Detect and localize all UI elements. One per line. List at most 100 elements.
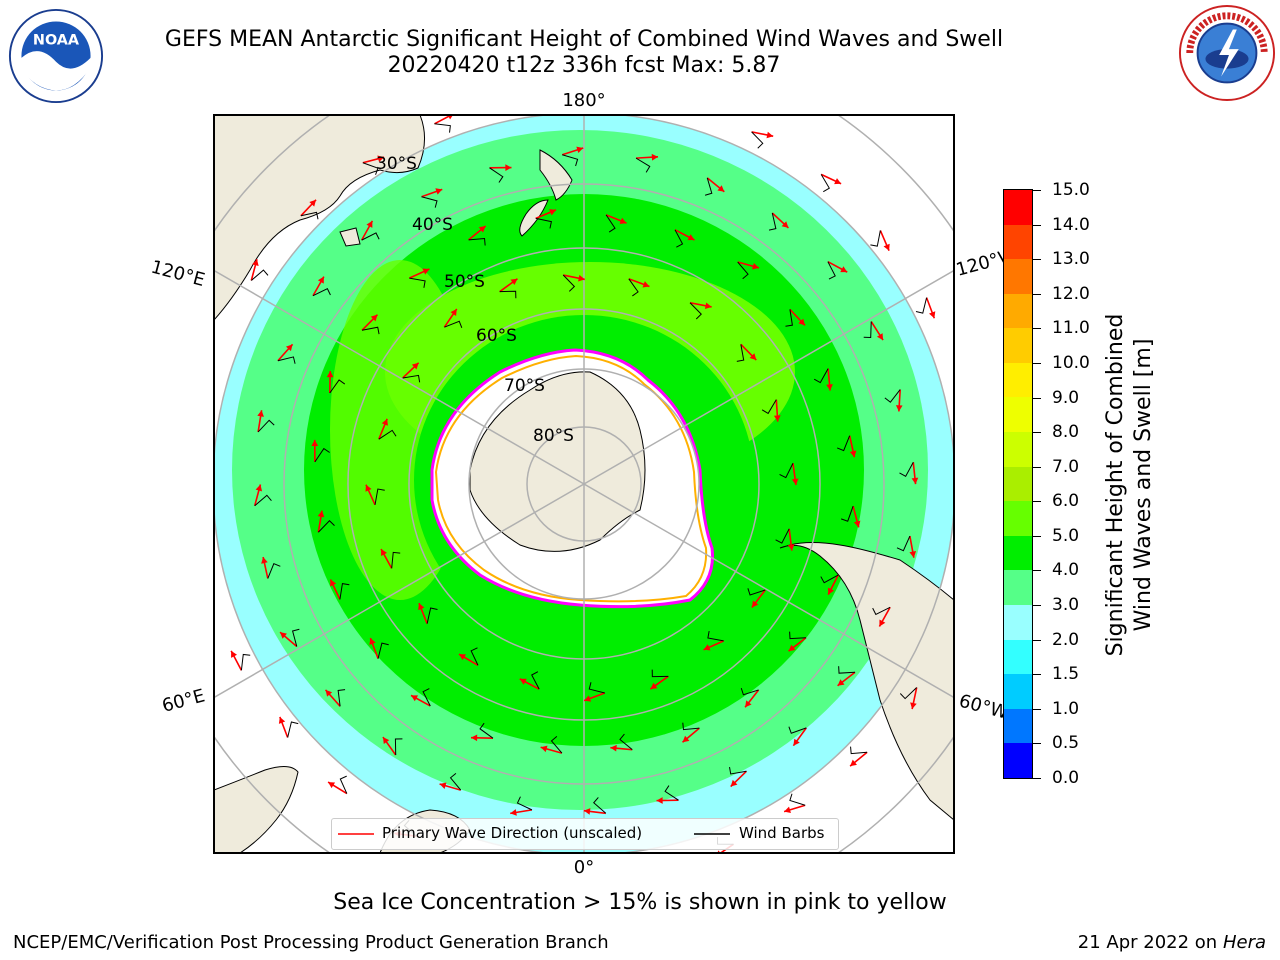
wave-arrow-head [682, 735, 690, 743]
colorbar-segment [1004, 432, 1032, 467]
wind-barb [254, 494, 272, 507]
colorbar-segment [1004, 293, 1032, 329]
wind-barb [635, 157, 651, 173]
south-america-land [779, 542, 954, 821]
colorbar-tick-mark [1033, 397, 1041, 399]
wave-arrow-head [883, 243, 890, 251]
wave-arrow-head [439, 782, 447, 789]
wind-barb [737, 261, 749, 280]
wind-barb [300, 211, 319, 220]
colorbar-title: Significant Height of Combined Wind Wave… [1102, 265, 1158, 705]
wave-arrow-head [703, 644, 711, 651]
wave-arrow-head [793, 738, 800, 746]
colorbar-title-line1: Significant Height of Combined [1103, 313, 1128, 657]
wave-arrow-head [791, 478, 799, 486]
wind-barb [779, 462, 794, 479]
wind-barb [674, 229, 684, 248]
wave-arrow-head [584, 695, 592, 702]
wind-barb [531, 671, 540, 690]
wave-arrow-head [576, 146, 584, 154]
colorbar-segment [1004, 570, 1032, 605]
wind-barb [761, 399, 777, 415]
colorbar-segment [1004, 604, 1032, 640]
wave-arrow-head [377, 155, 385, 163]
wave-arrow-head [730, 779, 738, 787]
wind-barb [434, 123, 451, 133]
wave-arrow-head [325, 689, 333, 697]
wind-barb [402, 374, 421, 383]
wave-arrow-head [787, 544, 795, 551]
colorbar-tick-mark [1033, 190, 1041, 191]
wave-arrow-head [261, 556, 268, 564]
wave-arrow-head [317, 276, 324, 284]
svg-text:NOAA: NOAA [33, 32, 80, 48]
wind-barb [704, 177, 713, 196]
wave-arrow-head [849, 450, 857, 458]
wind-barb [362, 162, 379, 175]
wind-barb [820, 174, 830, 193]
colorbar-segment [1004, 259, 1032, 294]
wind-barb [449, 772, 462, 791]
wind-barb [329, 379, 346, 394]
colorbar-tick-label: 9.0 [1052, 387, 1080, 408]
lon-label-60e: 60°E [160, 685, 207, 716]
wave-arrow-head [610, 744, 617, 752]
wave-arrow-head [422, 268, 430, 275]
wave-arrow-head [381, 549, 387, 557]
wave-arrow-head [505, 164, 512, 171]
wind-barb [550, 735, 563, 754]
wave-arrow-head [704, 302, 712, 310]
wind-barb [775, 528, 790, 544]
wind-barb [409, 277, 426, 288]
wind-barb [378, 429, 397, 440]
colorbar-tick-label: 5.0 [1052, 525, 1080, 546]
wave-arrow-head [837, 679, 845, 686]
wind-barb [489, 167, 504, 183]
wind-barb [468, 237, 486, 246]
wind-barb [689, 302, 702, 320]
lat-label-30s: 30°S [376, 154, 417, 174]
colorbar-tick-mark [1033, 535, 1041, 537]
wind-barb [768, 212, 777, 231]
colorbar-tick-mark [1033, 674, 1041, 676]
wind-barb [562, 154, 579, 167]
colorbar-tick-label: 11.0 [1052, 318, 1090, 339]
colorbar-segment [1004, 743, 1032, 778]
lon-label-120e: 120°E [149, 257, 207, 291]
wind-barb [899, 462, 914, 477]
primary-wave-legend-icon [338, 833, 374, 835]
wave-arrow-head [619, 217, 627, 224]
wind-barb [788, 726, 807, 734]
colorbar-tick-mark [1033, 708, 1041, 710]
colorbar-tick-mark [1033, 743, 1041, 745]
wind-barb [314, 447, 330, 463]
colorbar-tick-label: 0.0 [1052, 768, 1080, 788]
nws-logo [1178, 4, 1276, 102]
wind-barb [915, 297, 928, 314]
colorbar-tick-label: 2.0 [1052, 629, 1080, 650]
wind-barb [240, 653, 251, 671]
colorbar-tick-mark [1033, 501, 1041, 503]
wind-barb [896, 535, 911, 552]
lat-label-60s: 60°S [476, 326, 517, 346]
wind-barb [651, 669, 669, 678]
wind-barb [250, 269, 269, 281]
colorbar-segment [1004, 501, 1032, 536]
wave-arrow-head [231, 650, 238, 658]
wave-arrow-head [910, 702, 917, 710]
colorbar-segment [1004, 466, 1032, 502]
colorbar-tick-mark [1033, 605, 1041, 607]
colorbar-segment [1004, 535, 1032, 571]
wind-barb [562, 274, 576, 292]
lat-label-40s: 40°S [412, 215, 453, 235]
wind-barb [267, 563, 281, 579]
wind-barb [257, 419, 275, 433]
map-frame [213, 114, 955, 854]
colorbar-title-line2: Wind Waves and Swell [m] [1131, 338, 1156, 632]
wave-arrow-head [578, 274, 585, 282]
wind-barb [593, 797, 607, 814]
wave-arrow-head [369, 638, 376, 645]
wave-arrow-head [519, 678, 527, 685]
wind-barb [361, 232, 380, 241]
